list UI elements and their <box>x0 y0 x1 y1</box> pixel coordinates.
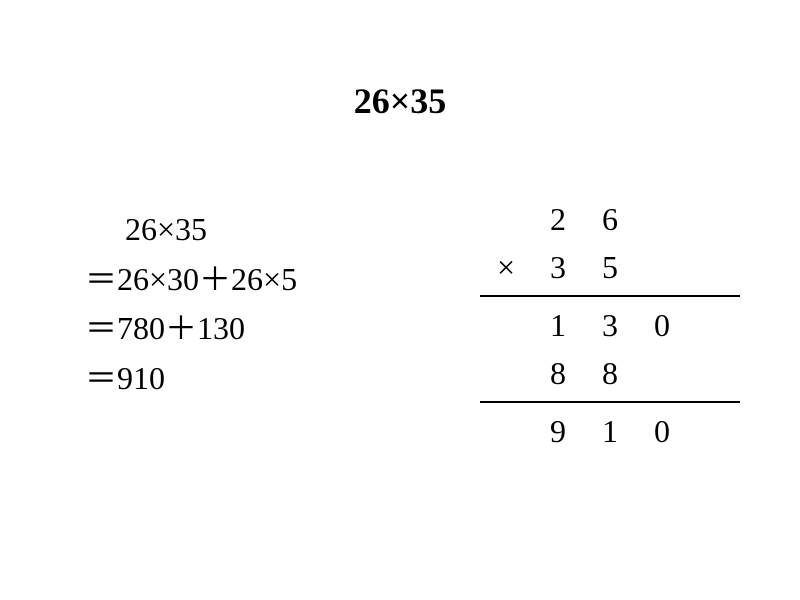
divider-1 <box>480 295 740 297</box>
calc-line-1: 26×35 <box>85 205 297 255</box>
result-table: 9 1 0 <box>480 407 688 455</box>
cell: 0 <box>636 301 688 349</box>
cell: 8 <box>532 349 584 397</box>
partials-table: 1 3 0 8 8 <box>480 301 688 397</box>
multiplicand-row: 2 6 <box>480 195 688 243</box>
cell <box>480 195 532 243</box>
problem-title: 26×35 <box>354 80 447 122</box>
cell: 2 <box>532 195 584 243</box>
cell: 1 <box>532 301 584 349</box>
partial-1-row: 1 3 0 <box>480 301 688 349</box>
cell <box>480 301 532 349</box>
horizontal-calculation: 26×35 ＝26×30＋26×5 ＝780＋130 ＝910 <box>85 205 297 403</box>
cell <box>636 243 688 291</box>
cell: 1 <box>584 407 636 455</box>
calc-line-2: ＝26×30＋26×5 <box>85 255 297 305</box>
calc-line-4: ＝910 <box>85 354 297 404</box>
multiplier-row: × 3 5 <box>480 243 688 291</box>
cell <box>480 407 532 455</box>
cell <box>480 349 532 397</box>
cell <box>636 349 688 397</box>
cell <box>636 195 688 243</box>
cell: 6 <box>584 195 636 243</box>
result-row: 9 1 0 <box>480 407 688 455</box>
multiplication-table: 2 6 × 3 5 <box>480 195 688 291</box>
cell: 0 <box>636 407 688 455</box>
calc-expression: 26×35 <box>125 211 207 247</box>
divider-2 <box>480 401 740 403</box>
partial-2-row: 8 8 <box>480 349 688 397</box>
cell: 3 <box>584 301 636 349</box>
cell: 8 <box>584 349 636 397</box>
vertical-calculation: 2 6 × 3 5 1 3 0 8 8 9 1 0 <box>480 195 740 455</box>
calc-line-3: ＝780＋130 <box>85 304 297 354</box>
cell: 3 <box>532 243 584 291</box>
cell: 5 <box>584 243 636 291</box>
operator-cell: × <box>480 243 532 291</box>
cell: 9 <box>532 407 584 455</box>
